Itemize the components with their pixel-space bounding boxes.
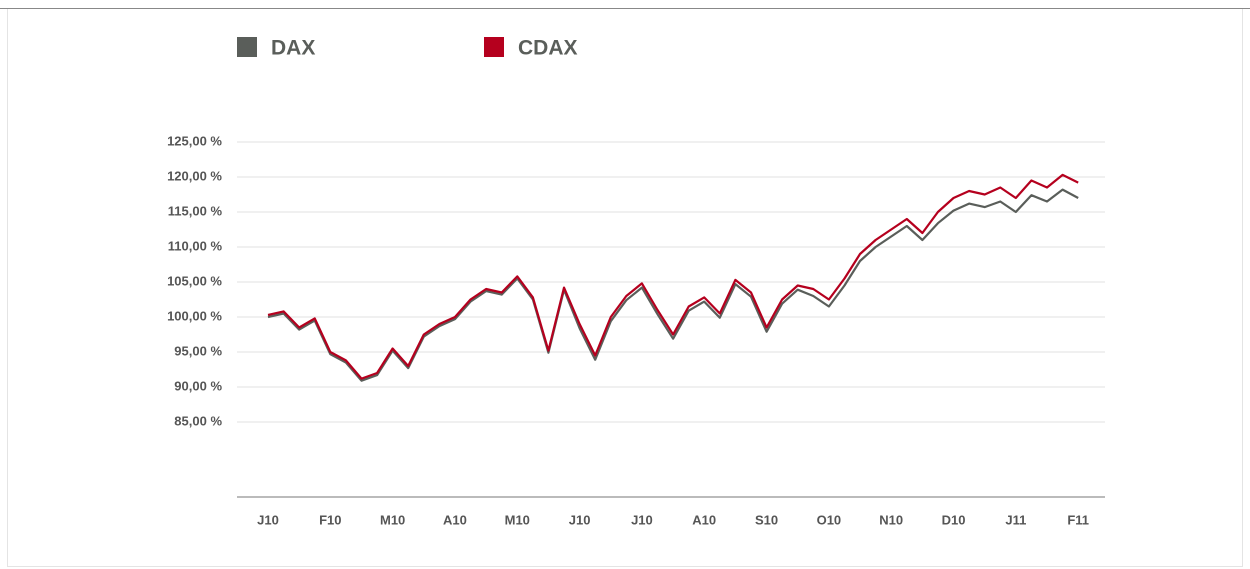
y-tick-label: 95,00 % bbox=[174, 343, 222, 358]
legend-swatch bbox=[237, 37, 257, 57]
legend-swatch bbox=[484, 37, 504, 57]
x-tick-label: J11 bbox=[1005, 512, 1026, 527]
line-series bbox=[267, 188, 1079, 382]
y-tick-label: 100,00 % bbox=[167, 308, 222, 323]
legend-text: DAX bbox=[271, 37, 315, 60]
y-tick-label: 90,00 % bbox=[174, 378, 222, 393]
x-tick-label: O10 bbox=[817, 512, 842, 527]
y-tick-label: 105,00 % bbox=[167, 273, 222, 288]
x-tick-label: J10 bbox=[257, 512, 279, 527]
x-tick-label: N10 bbox=[879, 512, 903, 527]
y-tick-label: 115,00 % bbox=[168, 203, 223, 218]
x-tick-label: J10 bbox=[631, 512, 653, 527]
y-tick-label: 85,00 % bbox=[174, 413, 222, 428]
y-tick-label: 110,00 % bbox=[168, 238, 223, 253]
x-tick-label: A10 bbox=[443, 512, 467, 527]
x-tick-label: M10 bbox=[505, 512, 530, 527]
x-tick-label: S10 bbox=[755, 512, 778, 527]
x-tick-label: M10 bbox=[380, 512, 405, 527]
x-tick-label: J10 bbox=[569, 512, 591, 527]
legend-text: CDAX bbox=[518, 37, 578, 60]
line-series bbox=[267, 173, 1079, 380]
x-tick-label: F10 bbox=[319, 512, 341, 527]
x-tick-label: D10 bbox=[942, 512, 966, 527]
x-tick-label: A10 bbox=[692, 512, 716, 527]
y-tick-label: 120,00 % bbox=[167, 168, 222, 183]
x-tick-label: F11 bbox=[1067, 512, 1089, 527]
y-tick-label: 125,00 % bbox=[167, 133, 222, 148]
